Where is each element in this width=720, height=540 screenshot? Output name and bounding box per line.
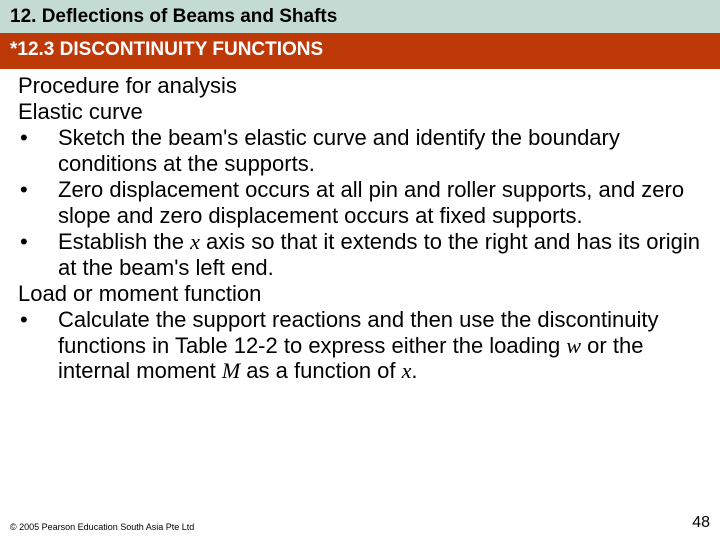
page-number: 48 bbox=[692, 514, 710, 532]
bullet-text: Sketch the beam's elastic curve and iden… bbox=[58, 125, 702, 177]
slide-footer: © 2005 Pearson Education South Asia Pte … bbox=[10, 514, 710, 532]
text-fragment: as a function of bbox=[240, 358, 401, 383]
variable-x: x bbox=[402, 358, 412, 383]
section-title: *12.3 DISCONTINUITY FUNCTIONS bbox=[10, 39, 323, 60]
load-moment-bullets: • Calculate the support reactions and th… bbox=[18, 307, 702, 385]
bullet-icon: • bbox=[18, 125, 58, 177]
list-item: • Zero displacement occurs at all pin an… bbox=[18, 177, 702, 229]
slide: 12. Deflections of Beams and Shafts *12.… bbox=[0, 0, 720, 540]
bullet-icon: • bbox=[18, 307, 58, 385]
chapter-title-bar: 12. Deflections of Beams and Shafts bbox=[0, 0, 720, 33]
variable-m: M bbox=[222, 358, 240, 383]
variable-x: x bbox=[190, 229, 200, 254]
list-item: • Establish the x axis so that it extend… bbox=[18, 229, 702, 281]
bullet-text: Establish the x axis so that it extends … bbox=[58, 229, 702, 281]
slide-content: Procedure for analysis Elastic curve • S… bbox=[0, 69, 720, 384]
bullet-icon: • bbox=[18, 177, 58, 229]
text-fragment: . bbox=[411, 358, 417, 383]
bullet-text: Zero displacement occurs at all pin and … bbox=[58, 177, 702, 229]
elastic-curve-heading: Elastic curve bbox=[18, 99, 702, 125]
section-title-bar: *12.3 DISCONTINUITY FUNCTIONS bbox=[0, 33, 720, 69]
list-item: • Calculate the support reactions and th… bbox=[18, 307, 702, 385]
copyright-text: © 2005 Pearson Education South Asia Pte … bbox=[10, 522, 194, 532]
elastic-curve-bullets: • Sketch the beam's elastic curve and id… bbox=[18, 125, 702, 281]
procedure-heading: Procedure for analysis bbox=[18, 73, 702, 99]
bullet-text: Calculate the support reactions and then… bbox=[58, 307, 702, 385]
list-item: • Sketch the beam's elastic curve and id… bbox=[18, 125, 702, 177]
bullet-icon: • bbox=[18, 229, 58, 281]
load-moment-heading: Load or moment function bbox=[18, 281, 702, 307]
chapter-title: 12. Deflections of Beams and Shafts bbox=[10, 6, 337, 27]
variable-w: w bbox=[566, 333, 581, 358]
text-fragment: Establish the bbox=[58, 229, 190, 254]
